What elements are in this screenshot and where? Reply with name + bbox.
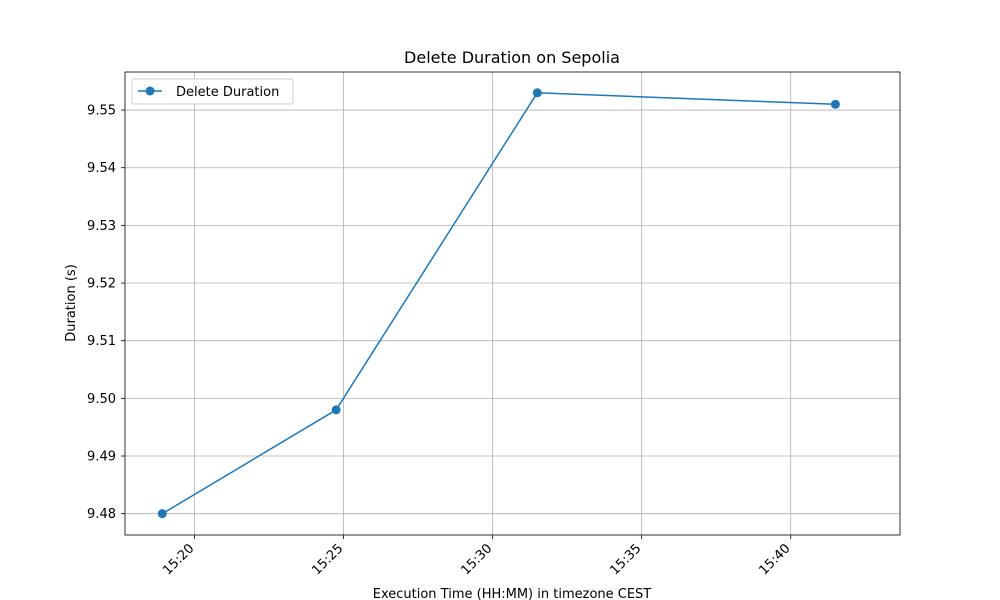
y-tick-label: 9.53 xyxy=(87,219,116,234)
y-tick-label: 9.48 xyxy=(87,507,116,522)
plot-frame xyxy=(124,71,901,536)
y-tick-label: 9.50 xyxy=(87,392,116,407)
data-point xyxy=(157,509,167,519)
chart-title: Delete Duration on Sepolia xyxy=(404,48,620,67)
data-point xyxy=(830,99,840,109)
y-axis-ticks: 9.48 9.49 9.50 9.51 9.52 9.53 9.54 9.55 xyxy=(87,104,125,522)
data-point xyxy=(331,405,341,415)
legend: Delete Duration xyxy=(131,78,294,105)
y-tick-label: 9.54 xyxy=(87,161,116,176)
y-axis-label: Duration (s) xyxy=(64,264,79,342)
series-layer xyxy=(157,88,840,519)
y-tick-label: 9.51 xyxy=(87,334,116,349)
y-tick-label: 9.49 xyxy=(87,450,116,465)
data-point xyxy=(532,88,542,98)
legend-label: Delete Duration xyxy=(176,85,279,100)
x-axis-label: Execution Time (HH:MM) in timezone CEST xyxy=(373,587,652,600)
legend-marker-swatch xyxy=(145,86,155,96)
y-tick-label: 9.52 xyxy=(87,277,116,292)
series-line xyxy=(161,92,836,515)
grid xyxy=(125,72,900,535)
y-tick-label: 9.55 xyxy=(87,104,116,119)
legend-box xyxy=(131,78,294,105)
